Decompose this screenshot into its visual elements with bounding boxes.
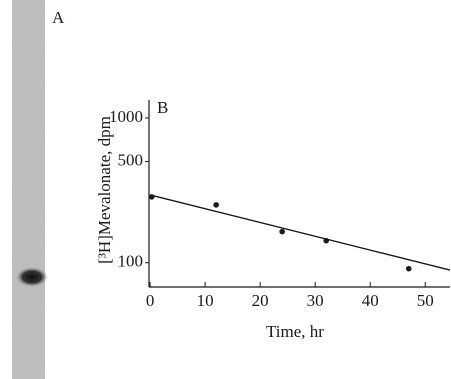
figure: A B Time, hr [³H]Mevalonate, dpm 1005001…: [0, 0, 451, 379]
x-tick-label: 0: [146, 291, 155, 310]
x-tick-label: 10: [197, 291, 214, 310]
gel-grain: [12, 0, 45, 379]
y-tick-label: 1000: [109, 107, 143, 126]
x-tick-label: 30: [307, 291, 324, 310]
panel-label: A: [52, 8, 65, 27]
x-tick-label: 40: [362, 291, 379, 310]
y-tick-label: 100: [118, 252, 144, 271]
fit-line: [150, 195, 450, 270]
gel-band: [16, 267, 48, 287]
y-axis-label: [³H]Mevalonate, dpm: [95, 116, 114, 264]
x-axis-label: Time, hr: [266, 322, 324, 341]
data-point: [279, 229, 285, 235]
data-point: [213, 202, 219, 208]
y-tick-label: 500: [118, 150, 144, 169]
data-point: [406, 266, 412, 272]
panel-label: B: [157, 98, 168, 117]
x-tick-label: 50: [417, 291, 434, 310]
x-tick-label: 20: [252, 291, 269, 310]
